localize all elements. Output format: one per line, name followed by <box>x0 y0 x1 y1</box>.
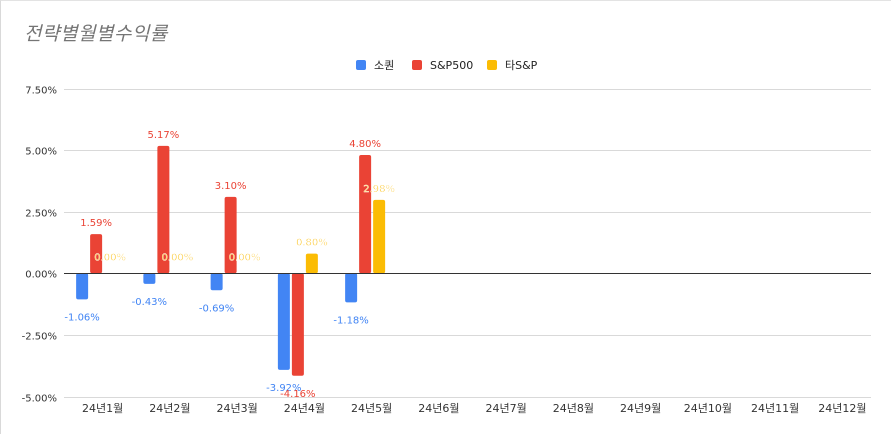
y-tick-label: -5.00% <box>22 394 57 405</box>
x-tick-label: 24년7월 <box>486 402 527 415</box>
legend-item-sp500[interactable]: S&P500 <box>412 55 473 75</box>
bar <box>224 196 237 274</box>
data-label: -1.18% <box>333 315 368 326</box>
data-label: -1.06% <box>64 312 99 323</box>
bar <box>143 273 156 284</box>
data-label: 5.17% <box>147 130 179 141</box>
bar <box>157 145 170 274</box>
x-tick-label: 24년5월 <box>351 402 392 415</box>
data-label: 3.10% <box>215 181 247 192</box>
data-label: 0.00% <box>161 252 193 263</box>
bar <box>90 234 103 274</box>
bar <box>291 273 304 376</box>
data-label: 1.59% <box>80 218 112 229</box>
data-label: -4.16% <box>280 389 315 400</box>
x-tick-label: 24년1월 <box>82 402 123 415</box>
x-tick-label: 24년12월 <box>818 402 866 415</box>
bar <box>345 273 358 303</box>
y-tick-label: 2.50% <box>25 209 57 220</box>
legend-swatch-ta-sp <box>487 60 497 70</box>
bar <box>76 273 89 300</box>
x-tick-label: 24년2월 <box>149 402 190 415</box>
x-tick-label: 24년8월 <box>553 402 594 415</box>
data-label: -3.92% <box>266 383 301 394</box>
legend-label-ta-sp: 타S&P <box>505 59 538 72</box>
data-label: 4.80% <box>349 139 381 150</box>
data-label: 0.80% <box>296 238 328 249</box>
bar <box>210 273 223 291</box>
chart-title: 전략별월별수익률 <box>24 23 168 45</box>
legend-item-soquant[interactable]: 소퀀 <box>356 55 394 75</box>
data-label: 0.00% <box>94 252 126 263</box>
x-tick-label: 24년4월 <box>284 402 325 415</box>
legend-label-sp500: S&P500 <box>430 58 474 72</box>
legend-item-ta-sp[interactable]: 타S&P <box>487 55 537 75</box>
data-label: -0.43% <box>132 297 167 308</box>
x-tick-label: 24년6월 <box>418 402 459 415</box>
legend-swatch-soquant <box>356 60 366 70</box>
legend-label-soquant: 소퀀 <box>374 59 395 72</box>
x-tick-label: 24년10월 <box>684 402 732 415</box>
data-label: 2.98% <box>363 184 395 195</box>
legend-swatch-sp500 <box>412 60 422 70</box>
data-label: 0.00% <box>229 252 261 263</box>
y-tick-label: 7.50% <box>25 86 57 97</box>
x-tick-label: 24년3월 <box>217 402 258 415</box>
chart-legend: 소퀀 S&P500 타S&P <box>0 55 892 75</box>
y-tick-label: 0.00% <box>25 270 57 281</box>
bar <box>305 253 318 274</box>
x-tick-label: 24년9월 <box>620 402 661 415</box>
bar <box>373 199 386 274</box>
x-tick-label: 24년11월 <box>751 402 799 415</box>
y-tick-label: -2.50% <box>22 332 57 343</box>
y-tick-label: 5.00% <box>25 147 57 158</box>
data-label: -0.69% <box>199 303 234 314</box>
bar <box>277 273 290 370</box>
bar <box>359 155 372 274</box>
